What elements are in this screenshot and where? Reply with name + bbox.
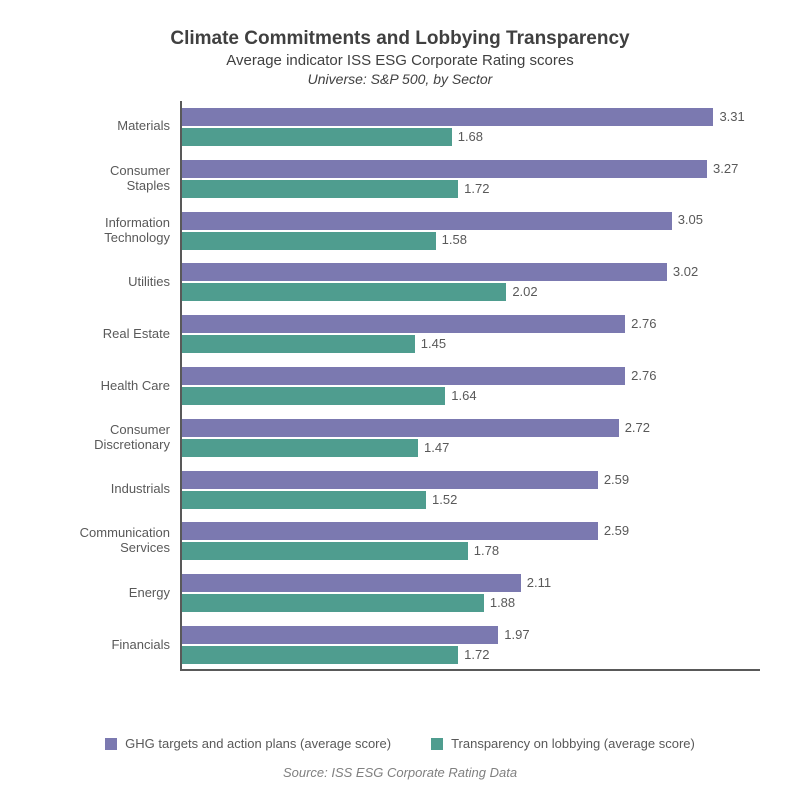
chart-title: Climate Commitments and Lobbying Transpa…	[40, 28, 760, 50]
bar-value-label: 2.76	[631, 316, 656, 331]
y-axis-label: Financials	[40, 619, 180, 671]
bar-lobby	[182, 128, 452, 146]
y-axis-label: ConsumerDiscretionary	[40, 412, 180, 464]
legend-label: Transparency on lobbying (average score)	[451, 736, 695, 751]
bar-lobby	[182, 439, 418, 457]
bar-value-label: 1.45	[421, 336, 446, 351]
bar-lobby	[182, 594, 484, 612]
bar-lobby	[182, 335, 415, 353]
y-axis-label: Industrials	[40, 464, 180, 516]
bar-ghg	[182, 626, 498, 644]
bar-value-label: 1.52	[432, 492, 457, 507]
bar-value-label: 3.02	[673, 264, 698, 279]
legend-swatch	[431, 738, 443, 750]
bar-value-label: 1.72	[464, 647, 489, 662]
source-text: Source: ISS ESG Corporate Rating Data	[40, 765, 760, 780]
y-axis-label: CommunicationServices	[40, 516, 180, 568]
bar-ghg	[182, 419, 619, 437]
y-axis-label: Utilities	[40, 256, 180, 308]
bar-ghg	[182, 315, 625, 333]
bar-ghg	[182, 574, 521, 592]
bar-ghg	[182, 212, 672, 230]
bar-lobby	[182, 180, 458, 198]
bar-ghg	[182, 367, 625, 385]
bar-lobby	[182, 387, 445, 405]
bar-ghg	[182, 263, 667, 281]
bar-lobby	[182, 491, 426, 509]
bar-value-label: 1.64	[451, 388, 476, 403]
bar-value-label: 2.59	[604, 472, 629, 487]
bar-value-label: 1.68	[458, 129, 483, 144]
y-axis-label: Energy	[40, 567, 180, 619]
chart-subtitle: Average indicator ISS ESG Corporate Rati…	[40, 52, 760, 69]
y-axis-label: ConsumerStaples	[40, 153, 180, 205]
legend-item: Transparency on lobbying (average score)	[431, 736, 695, 751]
legend-swatch	[105, 738, 117, 750]
y-axis-label: Materials	[40, 101, 180, 153]
bar-ghg	[182, 108, 713, 126]
bar-value-label: 2.72	[625, 420, 650, 435]
y-axis-label: Health Care	[40, 360, 180, 412]
bar-ghg	[182, 471, 598, 489]
bar-value-label: 1.97	[504, 627, 529, 642]
bar-value-label: 1.47	[424, 440, 449, 455]
bar-value-label: 2.11	[527, 575, 551, 590]
legend-label: GHG targets and action plans (average sc…	[125, 736, 391, 751]
y-axis-labels: MaterialsConsumerStaplesInformationTechn…	[40, 101, 180, 671]
bar-value-label: 3.31	[719, 109, 744, 124]
bar-ghg	[182, 160, 707, 178]
bar-lobby	[182, 542, 468, 560]
chart-universe: Universe: S&P 500, by Sector	[40, 71, 760, 87]
bar-value-label: 2.76	[631, 368, 656, 383]
y-axis-label: InformationTechnology	[40, 205, 180, 257]
plot-area: 3.31 1.68 3.27 1.72 3.05 1.58 3.02 2.02 2.76 1.45…	[180, 101, 760, 671]
titles-block: Climate Commitments and Lobbying Transpa…	[40, 28, 760, 87]
bar-lobby	[182, 232, 436, 250]
bar-lobby	[182, 646, 458, 664]
bar-value-label: 1.72	[464, 181, 489, 196]
bar-value-label: 1.78	[474, 543, 499, 558]
bar-value-label: 3.27	[713, 161, 738, 176]
bar-value-label: 2.02	[512, 284, 537, 299]
bar-value-label: 2.59	[604, 523, 629, 538]
bar-value-label: 1.88	[490, 595, 515, 610]
y-axis-label: Real Estate	[40, 308, 180, 360]
bar-ghg	[182, 522, 598, 540]
chart-area: MaterialsConsumerStaplesInformationTechn…	[40, 101, 760, 716]
bar-lobby	[182, 283, 506, 301]
legend-item: GHG targets and action plans (average sc…	[105, 736, 391, 751]
bar-value-label: 3.05	[678, 212, 703, 227]
bar-value-label: 1.58	[442, 232, 467, 247]
legend: GHG targets and action plans (average sc…	[40, 736, 760, 751]
